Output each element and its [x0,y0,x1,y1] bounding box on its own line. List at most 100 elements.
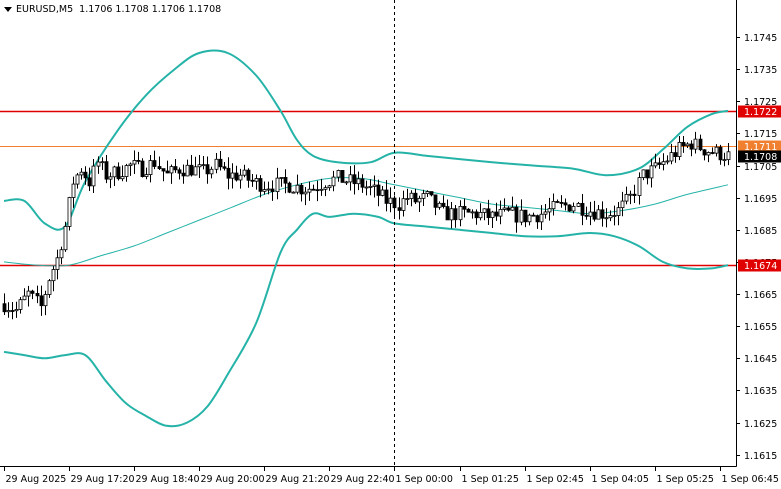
candle-body [323,187,328,190]
candle-body [543,211,548,215]
candle-body [445,206,450,221]
price-tick-label: 1.1735 [744,65,777,76]
candle-body [189,164,194,176]
candle-body [205,164,210,175]
candle-body [592,211,597,220]
axes [0,0,737,467]
candle-body [6,310,11,313]
candle-body [519,209,524,223]
candle-body [665,160,670,163]
price-levels [0,110,736,267]
candle-body [462,206,467,210]
bollinger-lower-band [3,212,729,428]
candle-body [576,203,581,207]
candle-body [218,158,223,168]
price-tick-label: 1.1615 [744,451,777,462]
candle-body [714,146,719,154]
time-tick-label: 1 Sep 02:45 [527,474,584,485]
candle-body [596,209,601,220]
candle-body [681,141,686,147]
candle-body [604,217,609,220]
candle-body [254,178,259,182]
candle-body [140,160,145,177]
candle-body [39,295,44,307]
candle-body [421,193,426,199]
candle-body [250,179,255,182]
candle-body [608,215,613,219]
candle-body [470,211,475,214]
candle-body [641,169,646,178]
candle-body [315,189,320,192]
candle-body [494,211,499,217]
price-tick-label: 1.1695 [744,194,777,205]
candle-body [356,178,361,185]
candle-body [498,209,503,217]
candle-body [409,192,414,199]
candle-body [673,152,678,157]
candle-body [405,198,410,200]
candle-body [47,280,52,295]
dropdown-triangle-icon[interactable] [4,7,12,12]
candle-body [319,188,324,191]
candle-body [474,211,479,219]
candle-body [299,184,304,195]
candle-body [441,202,446,207]
candle-body [616,207,621,216]
candle-body [453,208,458,221]
candle-body [364,186,369,189]
candle-body [87,177,92,187]
candle-body [291,191,296,194]
candle-body [348,174,353,183]
candle-body [384,189,389,204]
candle-body [112,166,117,178]
candle-body [75,174,80,185]
candle-body [185,164,190,177]
candle-body [336,170,341,178]
candlesticks [2,131,731,320]
candle-body [388,197,393,204]
candle-body [22,295,27,301]
candle-body [600,209,605,219]
time-tick-label: 1 Sep 04:05 [592,474,649,485]
chart-header: EURUSD,M5 1.1706 1.1708 1.1706 1.1708 [4,4,221,15]
candle-body [380,189,385,196]
candle-body [100,161,105,164]
candle-body [63,226,68,251]
candle-body [535,215,540,223]
candle-body [693,138,698,150]
candle-body [226,167,231,179]
candle-body [645,169,650,179]
candle-body [510,206,515,211]
candle-body [283,177,288,184]
candle-body [197,164,202,168]
candle-body [327,185,332,189]
candle-body [266,188,271,191]
candle-body [401,198,406,211]
candle-body [55,257,60,270]
candle-body [307,188,312,193]
candle-body [429,191,434,196]
candle-body [161,168,166,172]
candle-body [702,149,707,156]
candle-body [67,197,72,227]
candle-body [287,182,292,193]
candle-body [157,166,162,170]
candle-body [275,177,280,193]
candle-body [372,184,377,187]
symbol-label: EURUSD,M5 [16,4,74,15]
candle-body [79,171,84,176]
candle-body [502,207,507,210]
candle-body [523,209,528,223]
candle-body [433,194,438,208]
candle-body [466,208,471,213]
price-axis: 1.1745 1.1735 1.1725 1.1715 1.1705 1.1695 1.16… [736,33,777,462]
candle-body [152,160,157,167]
candle-body [413,192,418,203]
bollinger-bands [3,49,729,428]
candle-body [653,162,658,167]
candle-body [71,183,76,198]
candle-body [392,197,397,209]
candle-body [128,163,133,166]
